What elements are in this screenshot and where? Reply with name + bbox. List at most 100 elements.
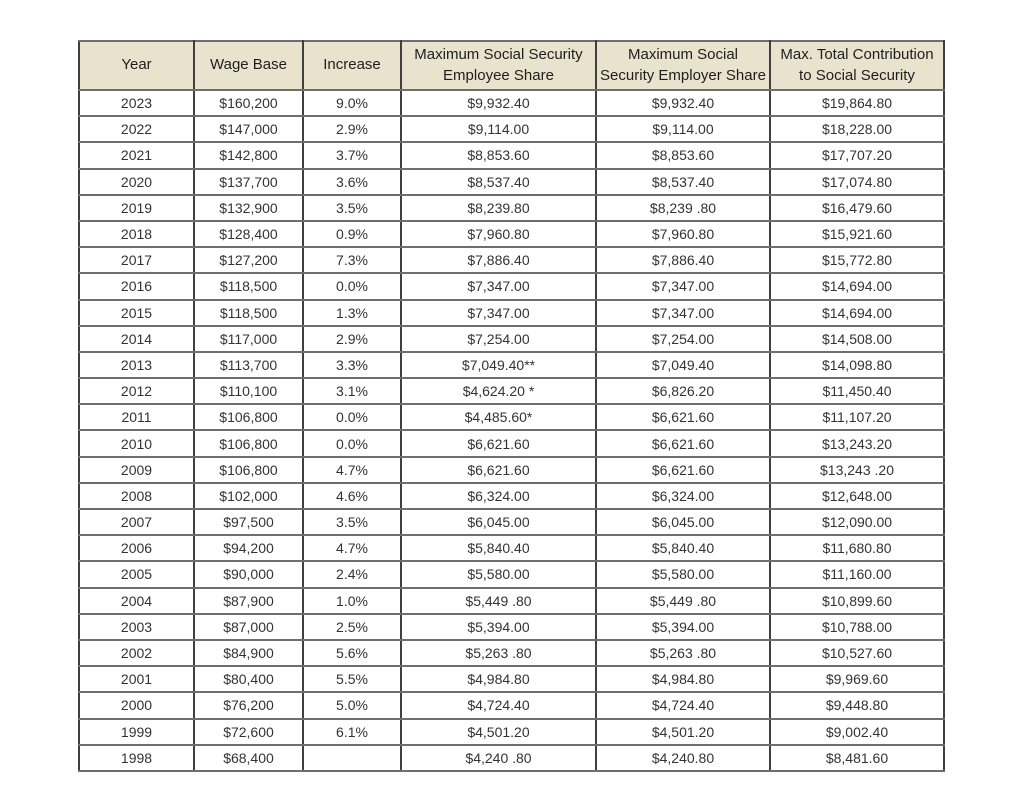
- table-row: 2001 $80,400 5.5% $4,984.80 $4,984.80 $9,969.…: [78, 665, 945, 694]
- cell-wage-base: $160,200: [193, 88, 304, 118]
- cell-increase: 0.0%: [302, 429, 402, 458]
- table-row: 2005 $90,000 2.4% $5,580.00 $5,580.00 $11,160…: [78, 560, 945, 589]
- cell-employee-share: $5,394.00: [400, 612, 597, 641]
- cell-year: 2004: [78, 586, 195, 615]
- cell-employer-share: $5,394.00: [595, 612, 771, 641]
- cell-employer-share: $4,984.80: [595, 665, 771, 694]
- cell-increase: 3.3%: [302, 350, 402, 380]
- cell-employer-share: $5,449 .80: [595, 586, 771, 615]
- header-total-contribution: Max. Total Contribution to Social Securi…: [769, 40, 945, 91]
- cell-year: 2010: [78, 429, 195, 458]
- cell-employee-share: $7,049.40**: [400, 350, 597, 380]
- cell-total-contribution: $9,448.80: [769, 691, 945, 720]
- table-row: 2008 $102,000 4.6% $6,324.00 $6,324.00 $12,64…: [78, 481, 945, 511]
- table-row: 2013 $113,700 3.3% $7,049.40** $7,049.40 $14,…: [78, 350, 945, 380]
- cell-employer-share: $6,324.00: [595, 481, 771, 511]
- cell-wage-base: $97,500: [193, 507, 304, 537]
- cell-total-contribution: $17,707.20: [769, 141, 945, 170]
- cell-wage-base: $113,700: [193, 350, 304, 380]
- cell-total-contribution: $15,921.60: [769, 219, 945, 249]
- cell-total-contribution: $19,864.80: [769, 88, 945, 118]
- cell-increase: 4.6%: [302, 481, 402, 511]
- social-security-wage-base-table: Year Wage Base Increase Maximum Social S…: [78, 40, 945, 772]
- cell-year: 2014: [78, 324, 195, 353]
- cell-increase: 4.7%: [302, 534, 402, 563]
- cell-year: 2000: [78, 691, 195, 720]
- cell-year: 2023: [78, 88, 195, 118]
- cell-total-contribution: $17,074.80: [769, 167, 945, 196]
- table-row: 1998 $68,400 $4,240 .80 $4,240.80 $8,481.60: [78, 743, 945, 772]
- cell-wage-base: $106,800: [193, 429, 304, 458]
- cell-total-contribution: $9,002.40: [769, 717, 945, 746]
- header-increase: Increase: [302, 40, 402, 91]
- cell-employer-share: $8,537.40: [595, 167, 771, 196]
- header-row: Year Wage Base Increase Maximum Social S…: [78, 40, 945, 91]
- cell-employer-share: $4,240.80: [595, 743, 771, 772]
- cell-employee-share: $5,263 .80: [400, 638, 597, 668]
- cell-year: 2001: [78, 665, 195, 694]
- cell-wage-base: $106,800: [193, 455, 304, 484]
- cell-increase: 3.1%: [302, 377, 402, 406]
- cell-increase: 5.5%: [302, 665, 402, 694]
- header-wage-base: Wage Base: [193, 40, 304, 91]
- cell-wage-base: $87,900: [193, 586, 304, 615]
- cell-increase: 3.5%: [302, 507, 402, 537]
- cell-employee-share: $7,254.00: [400, 324, 597, 353]
- cell-year: 2005: [78, 560, 195, 589]
- cell-total-contribution: $11,680.80: [769, 534, 945, 563]
- table-row: 2021 $142,800 3.7% $8,853.60 $8,853.60 $17,70…: [78, 141, 945, 170]
- cell-total-contribution: $8,481.60: [769, 743, 945, 772]
- cell-total-contribution: $10,899.60: [769, 586, 945, 615]
- table-body: 2023 $160,200 9.0% $9,932.40 $9,932.40 $19,86…: [78, 88, 945, 772]
- cell-employee-share: $6,621.60: [400, 455, 597, 484]
- cell-year: 2019: [78, 193, 195, 222]
- table-row: 2000 $76,200 5.0% $4,724.40 $4,724.40 $9,448.…: [78, 691, 945, 720]
- header-employee-share: Maximum Social Security Employee Share: [400, 40, 597, 91]
- cell-increase: 5.6%: [302, 638, 402, 668]
- cell-employer-share: $8,853.60: [595, 141, 771, 170]
- cell-year: 2018: [78, 219, 195, 249]
- table-row: 2020 $137,700 3.6% $8,537.40 $8,537.40 $17,07…: [78, 167, 945, 196]
- table-row: 2017 $127,200 7.3% $7,886.40 $7,886.40 $15,77…: [78, 246, 945, 275]
- cell-employer-share: $6,621.60: [595, 429, 771, 458]
- cell-employer-share: $7,960.80: [595, 219, 771, 249]
- table-row: 2018 $128,400 0.9% $7,960.80 $7,960.80 $15,92…: [78, 219, 945, 249]
- table-row: 2010 $106,800 0.0% $6,621.60 $6,621.60 $13,24…: [78, 429, 945, 458]
- cell-increase: 3.7%: [302, 141, 402, 170]
- cell-year: 2020: [78, 167, 195, 196]
- table-row: 2004 $87,900 1.0% $5,449 .80 $5,449 .80 $10,8…: [78, 586, 945, 615]
- cell-employer-share: $5,840.40: [595, 534, 771, 563]
- table-row: 2009 $106,800 4.7% $6,621.60 $6,621.60 $13,24…: [78, 455, 945, 484]
- cell-wage-base: $87,000: [193, 612, 304, 641]
- table-row: 2014 $117,000 2.9% $7,254.00 $7,254.00 $14,50…: [78, 324, 945, 353]
- cell-employer-share: $6,826.20: [595, 377, 771, 406]
- table-row: 2011 $106,800 0.0% $4,485.60* $6,621.60 $11,1…: [78, 403, 945, 432]
- cell-increase: 0.9%: [302, 219, 402, 249]
- cell-employee-share: $5,580.00: [400, 560, 597, 589]
- cell-increase: 2.9%: [302, 324, 402, 353]
- table-row: 2007 $97,500 3.5% $6,045.00 $6,045.00 $12,090…: [78, 507, 945, 537]
- cell-total-contribution: $14,694.00: [769, 298, 945, 327]
- table-row: 2022 $147,000 2.9% $9,114.00 $9,114.00 $18,22…: [78, 115, 945, 144]
- cell-year: 2006: [78, 534, 195, 563]
- cell-total-contribution: $14,098.80: [769, 350, 945, 380]
- cell-employee-share: $5,840.40: [400, 534, 597, 563]
- cell-year: 2015: [78, 298, 195, 327]
- cell-increase: 1.0%: [302, 586, 402, 615]
- cell-employer-share: $4,501.20: [595, 717, 771, 746]
- cell-total-contribution: $10,527.60: [769, 638, 945, 668]
- cell-employee-share: $8,537.40: [400, 167, 597, 196]
- cell-year: 2011: [78, 403, 195, 432]
- cell-employee-share: $7,960.80: [400, 219, 597, 249]
- cell-employee-share: $4,240 .80: [400, 743, 597, 772]
- cell-year: 2021: [78, 141, 195, 170]
- cell-wage-base: $128,400: [193, 219, 304, 249]
- cell-wage-base: $102,000: [193, 481, 304, 511]
- cell-year: 2002: [78, 638, 195, 668]
- cell-employer-share: $7,886.40: [595, 246, 771, 275]
- cell-year: 2022: [78, 115, 195, 144]
- cell-increase: 2.5%: [302, 612, 402, 641]
- cell-employee-share: $6,621.60: [400, 429, 597, 458]
- cell-employee-share: $8,853.60: [400, 141, 597, 170]
